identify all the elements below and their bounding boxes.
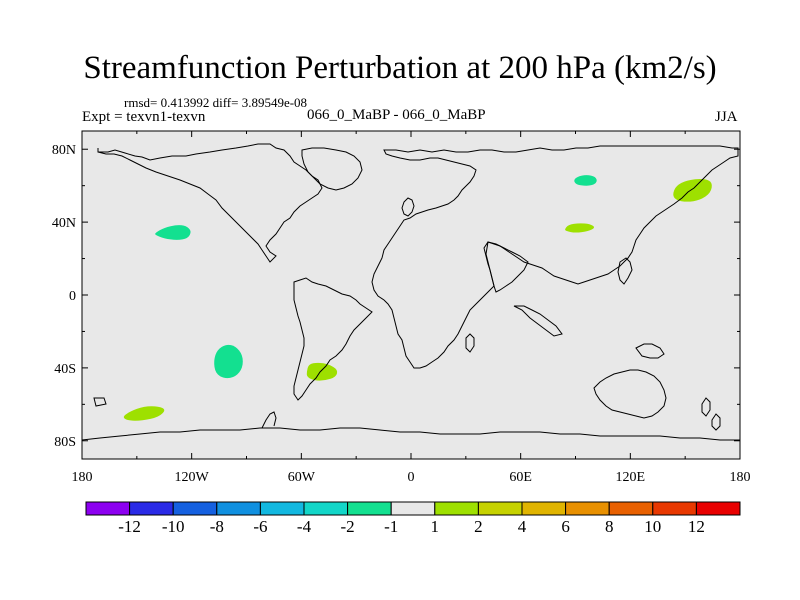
coastline-new-zealand: [701, 397, 721, 431]
x-tick-label: 0: [408, 470, 415, 485]
x-tick-label: 120E: [616, 470, 646, 485]
colorbar-label: 12: [688, 517, 705, 536]
axes: 180 120W 60W 0 60E 120E 180 80N 40N 0 40S 80S: [52, 131, 751, 485]
coastline-north-america: [97, 143, 323, 263]
coastline-greenland: [301, 147, 363, 191]
colorbar-box: [172, 501, 218, 516]
x-tick-label: 60E: [509, 470, 532, 485]
colorbar-box: [652, 501, 697, 516]
y-tick-label: 80N: [52, 143, 76, 158]
colorbar-label: -4: [297, 517, 312, 536]
colorbar: -12 -10 -8 -6 -4 -2 -1 1 2 4 6 8 10 12: [85, 501, 741, 536]
x-tick-label: 60W: [288, 470, 316, 485]
x-tick-label: 180: [730, 470, 751, 485]
coastline-eurasia-africa: [371, 145, 739, 369]
anomaly-south-pacific-negative: [214, 344, 243, 379]
coastline-south-america: [293, 277, 373, 401]
colorbar-label: -10: [162, 517, 185, 536]
left-subtitle: Expt = texvn1-texvn: [82, 109, 206, 125]
coastline-southeast-asia: [513, 305, 563, 337]
colorbar-label: -2: [341, 517, 355, 536]
right-subtitle: JJA: [715, 109, 738, 125]
y-tick-label: 80S: [54, 435, 76, 450]
colorbar-box: [216, 501, 261, 516]
anomaly-southeast-pacific-positive: [123, 406, 165, 421]
coastline-arabia: [485, 241, 529, 293]
anomaly-northwest-pacific-positive: [673, 179, 712, 202]
coastline-pacific-islands: [93, 397, 107, 407]
colorbar-label: 10: [644, 517, 661, 536]
colorbar-box: [521, 501, 567, 516]
x-tick-label: 120W: [175, 470, 210, 485]
anomaly-north-pacific-negative: [155, 225, 191, 240]
coastline-uk: [401, 197, 415, 217]
coastline-antarctic-peninsula: [261, 411, 277, 429]
colorbar-box: [608, 501, 654, 516]
center-subtitle: 066_0_MaBP - 066_0_MaBP: [307, 107, 486, 123]
colorbar-box: [129, 501, 174, 516]
coastline-madagascar: [465, 333, 475, 353]
colorbar-box: [259, 501, 305, 516]
colorbar-box: [434, 501, 479, 516]
stats-line: rmsd= 0.413992 diff= 3.89549e-08: [124, 95, 308, 110]
coastline-japan: [617, 257, 633, 285]
colorbar-label: -1: [384, 517, 398, 536]
anomaly-siberia-negative: [574, 175, 597, 186]
y-tick-label: 0: [69, 289, 76, 304]
coastline-antarctica: [81, 427, 740, 441]
coastline-australia: [593, 369, 667, 419]
chart-title: Streamfunction Perturbation at 200 hPa (…: [83, 50, 717, 86]
x-tick-label: 180: [72, 470, 93, 485]
colorbar-box: [477, 501, 523, 516]
colorbar-label: -8: [210, 517, 224, 536]
colorbar-box: [303, 501, 349, 516]
colorbar-label: 4: [518, 517, 527, 536]
colorbar-label: -6: [253, 517, 267, 536]
colorbar-label: -12: [118, 517, 141, 536]
colorbar-label: 2: [474, 517, 483, 536]
anomaly-south-atlantic-positive: [306, 362, 338, 381]
colorbar-box: [695, 501, 741, 516]
y-tick-label: 40S: [54, 362, 76, 377]
colorbar-box: [85, 501, 131, 516]
coastline-new-guinea: [635, 343, 665, 359]
colorbar-box: [390, 501, 436, 516]
colorbar-box: [347, 501, 392, 516]
ocean-background: [82, 131, 740, 459]
colorbar-label: 6: [561, 517, 570, 536]
colorbar-label: 8: [605, 517, 614, 536]
anomaly-central-asia-positive: [565, 223, 595, 233]
coastlines: [81, 143, 740, 441]
y-tick-label: 40N: [52, 216, 76, 231]
colorbar-box: [565, 501, 610, 516]
colorbar-label: 1: [431, 517, 440, 536]
anomaly-layer: [123, 175, 712, 421]
